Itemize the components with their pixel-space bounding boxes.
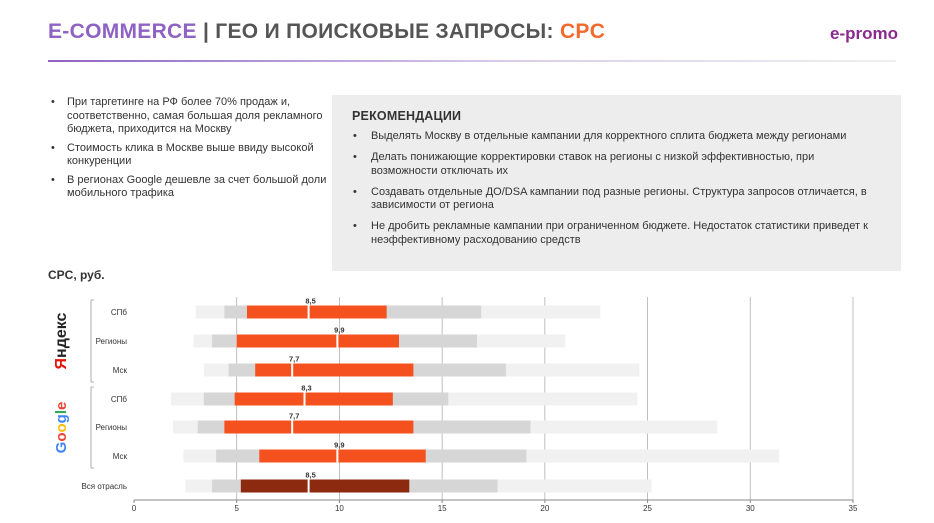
google-logo: Google	[53, 402, 70, 454]
x-tick-label: 20	[540, 504, 549, 513]
row-label: Вся отрасль	[81, 482, 127, 491]
title-topic: ГЕО И ПОИСКОВЫЕ ЗАПРОСЫ:	[215, 20, 560, 43]
recommendation-item: Делать понижающие корректировки ставок н…	[352, 151, 872, 178]
median-value-label: 8,3	[301, 384, 311, 393]
row-label: Мск	[113, 452, 128, 461]
range-inner-bar	[240, 479, 410, 493]
insight-item: При таргетинге на РФ более 70% продаж и,…	[50, 96, 332, 137]
chart-title: CPC, руб.	[48, 268, 105, 282]
range-inner-bar	[224, 420, 414, 434]
median-value-label: 7,7	[289, 355, 299, 364]
insights-list: При таргетинге на РФ более 70% продаж и,…	[50, 96, 332, 206]
recommendations-panel: РЕКОМЕНДАЦИИ Выделять Москву в отдельные…	[332, 95, 901, 271]
x-tick-label: 25	[643, 504, 652, 513]
recommendation-item: Выделять Москву в отдельные кампании для…	[352, 130, 872, 144]
title-cpc: CPC	[559, 20, 606, 43]
median-value-label: 8,5	[305, 471, 315, 480]
x-tick-label: 35	[849, 504, 858, 513]
title-separator: |	[196, 20, 216, 43]
range-inner-bar	[246, 305, 387, 319]
title-ecommerce: E-COMMERCE	[48, 20, 197, 43]
row-label: Мск	[113, 366, 128, 375]
group-bracket	[90, 386, 94, 469]
median-value-label: 7,7	[289, 412, 299, 421]
range-inner-bar	[234, 392, 393, 406]
x-tick-label: 0	[132, 504, 137, 513]
row-label: Регионы	[96, 423, 128, 432]
row-label: СПб	[111, 308, 128, 317]
row-label: Регионы	[96, 337, 128, 346]
header-divider	[48, 60, 896, 62]
recommendation-item: Создавать отдельные ДО/DSA кампании под …	[352, 186, 872, 213]
brand-logo: e-promo	[830, 24, 898, 43]
recommendations-title: РЕКОМЕНДАЦИИ	[352, 109, 462, 123]
range-inner-bar	[236, 334, 400, 348]
row-label: СПб	[111, 395, 128, 404]
median-value-label: 9,9	[334, 441, 344, 450]
median-value-label: 9,9	[334, 326, 344, 335]
page-title: E-COMMERCE | ГЕО И ПОИСКОВЫЕ ЗАПРОСЫ: CP…	[48, 20, 605, 44]
yandex-logo: Яндекс	[53, 312, 70, 369]
x-tick-label: 5	[234, 504, 239, 513]
x-tick-label: 15	[438, 504, 447, 513]
x-tick-label: 10	[335, 504, 344, 513]
recommendations-list: Выделять Москву в отдельные кампании для…	[352, 130, 872, 255]
group-bracket	[90, 299, 94, 383]
insight-item: Стоимость клика в Москве выше ввиду высо…	[50, 142, 332, 169]
x-tick-label: 30	[746, 504, 755, 513]
recommendation-item: Не дробить рекламные кампании при ограни…	[352, 220, 872, 247]
median-value-label: 8,5	[305, 297, 315, 306]
range-inner-bar	[259, 449, 426, 463]
range-inner-bar	[255, 363, 414, 377]
insight-item: В регионах Google дешевле за счет большо…	[50, 174, 332, 201]
